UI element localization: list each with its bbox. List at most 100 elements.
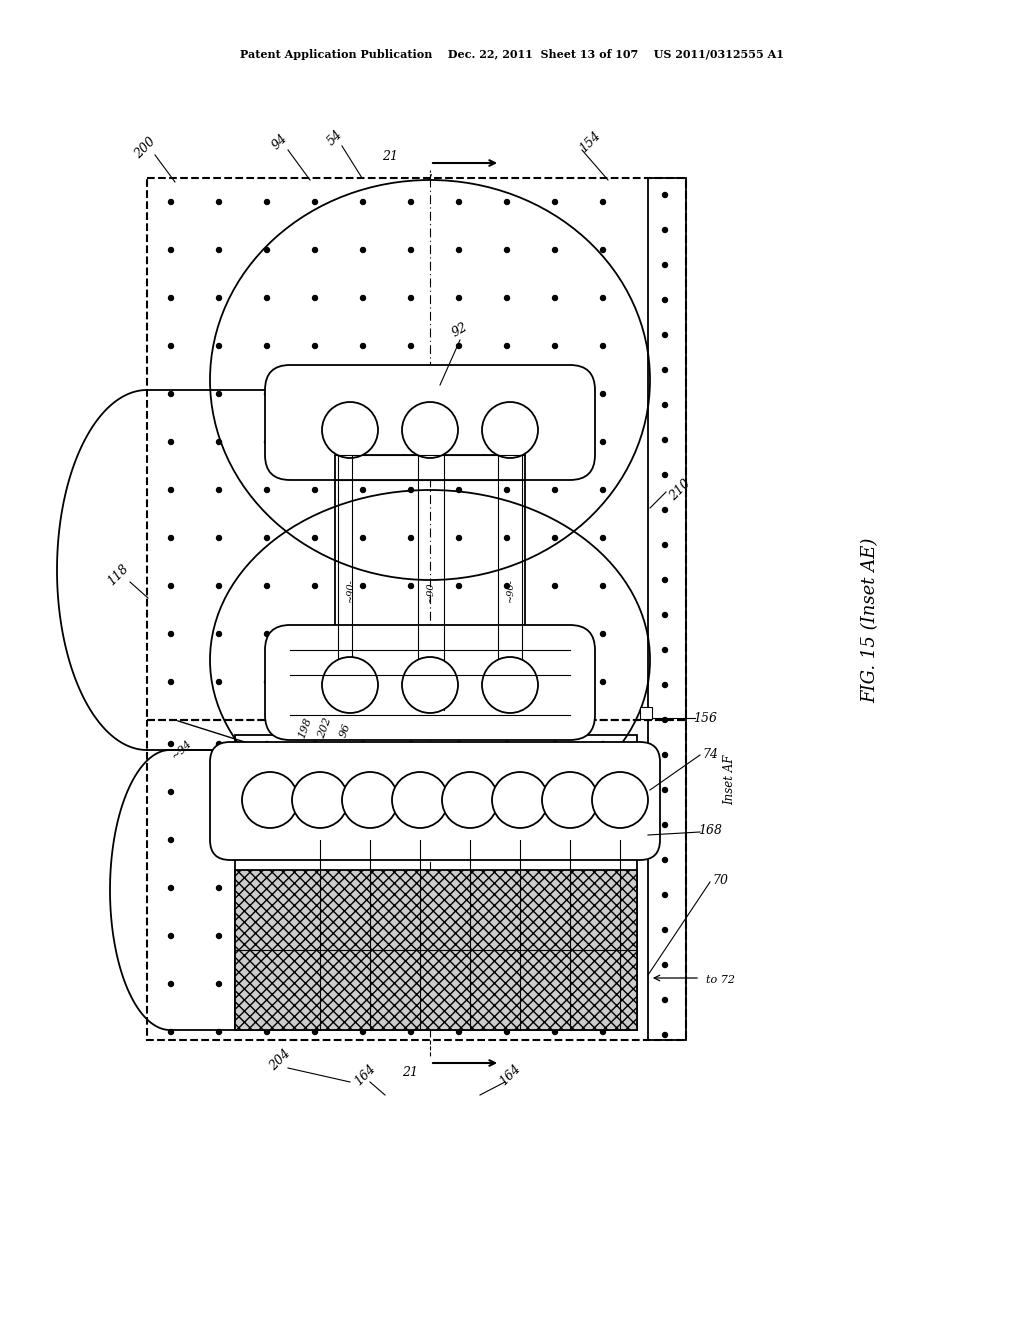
Circle shape [216, 296, 221, 301]
Circle shape [360, 837, 366, 842]
Circle shape [409, 296, 414, 301]
Circle shape [242, 772, 298, 828]
Circle shape [360, 487, 366, 492]
Circle shape [457, 631, 462, 636]
Circle shape [663, 507, 668, 512]
Bar [640, 708, 652, 719]
Circle shape [360, 1030, 366, 1035]
Text: Patent Application Publication    Dec. 22, 2011  Sheet 13 of 107    US 2011/0312: Patent Application Publication Dec. 22, … [240, 49, 784, 61]
Text: 70: 70 [712, 874, 728, 887]
Circle shape [553, 1030, 557, 1035]
Circle shape [264, 392, 269, 396]
Circle shape [553, 982, 557, 986]
Circle shape [409, 440, 414, 445]
Circle shape [600, 631, 605, 636]
Circle shape [553, 680, 557, 685]
Text: to 72: to 72 [706, 975, 734, 985]
Circle shape [553, 837, 557, 842]
Circle shape [600, 583, 605, 589]
Circle shape [264, 248, 269, 252]
Text: ~90-: ~90- [426, 578, 434, 602]
Circle shape [312, 982, 317, 986]
Circle shape [663, 788, 668, 792]
Circle shape [360, 343, 366, 348]
Circle shape [312, 343, 317, 348]
Circle shape [360, 789, 366, 795]
Circle shape [169, 631, 173, 636]
Circle shape [663, 718, 668, 722]
Circle shape [360, 392, 366, 396]
Circle shape [360, 742, 366, 747]
Circle shape [312, 392, 317, 396]
Circle shape [457, 440, 462, 445]
Circle shape [505, 487, 510, 492]
Circle shape [216, 933, 221, 939]
Circle shape [169, 837, 173, 842]
Bar [648, 178, 686, 1040]
Circle shape [663, 612, 668, 618]
Text: 54: 54 [325, 128, 345, 148]
Circle shape [457, 837, 462, 842]
Circle shape [663, 543, 668, 548]
Circle shape [264, 886, 269, 891]
Circle shape [600, 536, 605, 540]
Circle shape [505, 982, 510, 986]
Circle shape [505, 631, 510, 636]
Circle shape [169, 392, 173, 396]
Circle shape [409, 886, 414, 891]
Circle shape [542, 772, 598, 828]
Text: 204: 204 [267, 1047, 293, 1073]
Circle shape [360, 199, 366, 205]
Circle shape [409, 343, 414, 348]
Circle shape [442, 772, 498, 828]
Circle shape [216, 392, 221, 396]
Circle shape [553, 789, 557, 795]
Circle shape [360, 536, 366, 540]
Circle shape [505, 343, 510, 348]
Circle shape [600, 680, 605, 685]
Circle shape [264, 487, 269, 492]
Circle shape [457, 982, 462, 986]
Circle shape [457, 199, 462, 205]
Circle shape [505, 392, 510, 396]
Circle shape [292, 772, 348, 828]
Circle shape [409, 487, 414, 492]
Circle shape [663, 297, 668, 302]
Circle shape [457, 248, 462, 252]
Circle shape [663, 193, 668, 198]
Circle shape [216, 583, 221, 589]
Circle shape [216, 886, 221, 891]
Text: 21: 21 [402, 1065, 418, 1078]
Circle shape [312, 487, 317, 492]
Circle shape [553, 248, 557, 252]
Circle shape [505, 583, 510, 589]
Circle shape [322, 657, 378, 713]
Circle shape [600, 440, 605, 445]
Bar [147, 178, 686, 719]
Circle shape [169, 440, 173, 445]
Circle shape [663, 822, 668, 828]
Circle shape [322, 403, 378, 458]
Circle shape [216, 1030, 221, 1035]
Circle shape [360, 886, 366, 891]
Circle shape [264, 933, 269, 939]
Bar [234, 870, 637, 1030]
FancyBboxPatch shape [265, 366, 595, 480]
Circle shape [663, 892, 668, 898]
Text: ~90-: ~90- [345, 578, 354, 602]
Circle shape [457, 1030, 462, 1035]
Circle shape [216, 536, 221, 540]
Circle shape [402, 403, 458, 458]
Circle shape [169, 487, 173, 492]
Circle shape [553, 583, 557, 589]
Bar [147, 719, 686, 1040]
Circle shape [312, 933, 317, 939]
Text: 168: 168 [698, 824, 722, 837]
Circle shape [553, 343, 557, 348]
Circle shape [553, 536, 557, 540]
Circle shape [663, 367, 668, 372]
Text: 164: 164 [352, 1061, 378, 1088]
Circle shape [505, 837, 510, 842]
Circle shape [312, 837, 317, 842]
Circle shape [600, 886, 605, 891]
